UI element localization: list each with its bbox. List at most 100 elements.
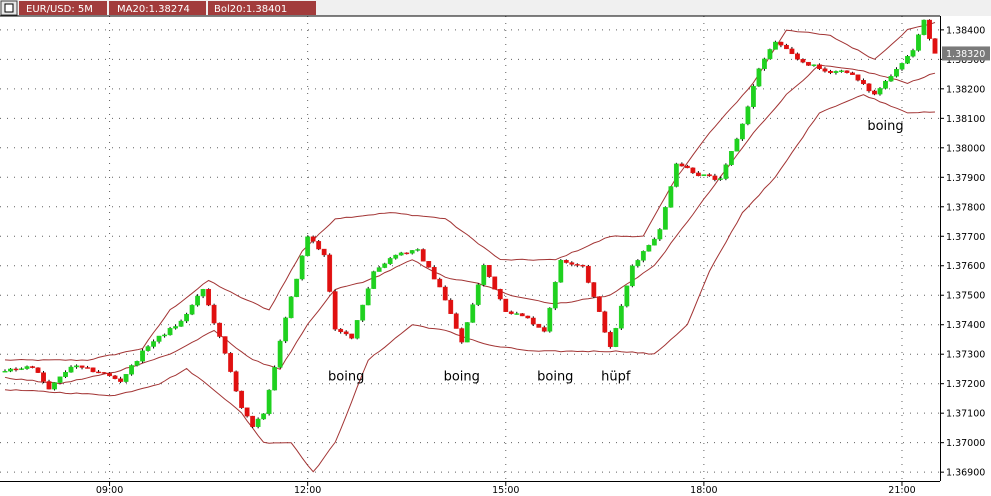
candle-down[interactable] [585,265,591,283]
candle-down[interactable] [453,313,459,329]
candle-down[interactable] [569,262,575,265]
candle-down[interactable] [85,367,90,369]
candle-down[interactable] [778,41,784,46]
candle-down[interactable] [404,252,410,255]
candle-up[interactable] [19,368,24,370]
candle-down[interactable] [437,278,443,288]
candle-down[interactable] [503,298,509,312]
candle-down[interactable] [250,415,256,427]
candle-up[interactable] [739,123,745,140]
candle-down[interactable] [828,71,833,73]
candle-up[interactable] [811,64,817,66]
candle-down[interactable] [486,265,492,277]
candle-up[interactable] [728,151,734,165]
candle-down[interactable] [206,289,212,306]
candle-up[interactable] [415,249,421,251]
candle-up[interactable] [2,371,8,373]
candle-up[interactable] [762,58,767,70]
candle-up[interactable] [773,41,778,50]
chart-window-icon[interactable] [4,3,14,13]
candle-down[interactable] [519,313,525,317]
candle-down[interactable] [530,317,536,325]
candle-down[interactable] [79,365,85,368]
tab-bollinger[interactable] [208,1,316,15]
candle-up[interactable] [475,284,481,305]
candle-up[interactable] [640,251,646,261]
candle-down[interactable] [861,80,866,85]
candle-up[interactable] [283,317,289,342]
candle-down[interactable] [442,286,448,301]
candle-down[interactable] [112,375,118,379]
candle-up[interactable] [464,322,470,343]
candle-up[interactable] [8,368,13,372]
candle-up[interactable] [167,328,173,336]
candle-up[interactable] [894,69,899,77]
candle-down[interactable] [431,267,437,280]
candle-up[interactable] [63,371,68,377]
candle-up[interactable] [657,229,663,240]
candle-down[interactable] [927,19,932,39]
candle-up[interactable] [883,80,888,89]
candle-up[interactable] [272,367,278,391]
candle-down[interactable] [508,311,514,314]
candle-down[interactable] [101,372,107,374]
candle-down[interactable] [806,61,811,66]
candle-down[interactable] [30,366,35,368]
candle-up[interactable] [140,350,145,362]
candle-down[interactable] [497,289,503,300]
candle-up[interactable] [255,418,261,427]
candle-down[interactable] [107,373,112,377]
candle-up[interactable] [734,138,740,152]
candle-down[interactable] [222,336,228,354]
candle-down[interactable] [596,296,602,312]
candle-down[interactable] [712,175,718,180]
candle-up[interactable] [52,382,57,390]
candle-down[interactable] [90,367,96,373]
candle-down[interactable] [574,264,580,266]
candle-down[interactable] [343,331,349,335]
candle-up[interactable] [668,186,674,208]
candle-up[interactable] [178,320,184,327]
candle-up[interactable] [156,335,162,342]
candle-up[interactable] [613,328,619,347]
candle-down[interactable] [239,390,245,408]
candle-up[interactable] [354,320,360,339]
candle-up[interactable] [756,68,762,87]
candle-down[interactable] [426,261,432,268]
candle-up[interactable] [365,288,371,306]
candle-down[interactable] [690,167,696,174]
candle-down[interactable] [310,236,316,242]
candle-down[interactable] [492,276,498,290]
candle-up[interactable] [305,236,311,257]
candle-up[interactable] [184,314,189,322]
candle-up[interactable] [261,413,267,420]
candle-up[interactable] [552,282,558,309]
candle-up[interactable] [877,88,883,95]
candle-down[interactable] [349,333,355,339]
candle-up[interactable] [646,245,652,252]
candle-down[interactable] [327,254,333,292]
candle-up[interactable] [651,238,657,246]
candle-down[interactable] [321,248,327,256]
candle-up[interactable] [189,304,195,315]
candle-up[interactable] [173,326,178,329]
candle-up[interactable] [635,260,641,267]
candle-up[interactable] [839,70,844,72]
candle-up[interactable] [68,366,74,373]
candle-up[interactable] [481,265,487,285]
candle-up[interactable] [162,334,167,337]
candle-down[interactable] [338,328,344,332]
candle-down[interactable] [41,372,46,382]
candle-down[interactable] [855,74,861,81]
candle-up[interactable] [288,296,294,319]
candle-down[interactable] [817,64,822,69]
candle-down[interactable] [536,323,542,328]
candle-up[interactable] [470,304,476,323]
candle-up[interactable] [888,76,894,82]
candle-up[interactable] [277,340,283,368]
candle-down[interactable] [96,371,101,374]
candle-down[interactable] [591,282,597,297]
candle-down[interactable] [228,353,234,372]
candle-up[interactable] [371,271,377,289]
